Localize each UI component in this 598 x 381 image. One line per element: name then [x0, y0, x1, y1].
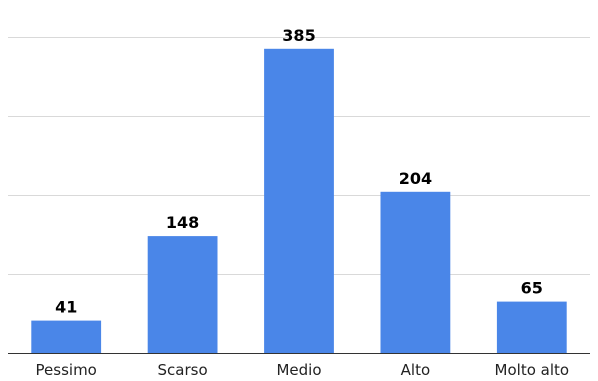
x-tick-layer: Pessimo Scarso Medio Alto Molto alto — [36, 361, 570, 379]
data-label-layer: 41 148 385 204 65 — [55, 26, 543, 317]
bar-alto — [380, 191, 451, 353]
data-label-alto: 204 — [399, 169, 432, 188]
bar-scarso — [147, 236, 218, 353]
x-tick-label-pessimo: Pessimo — [36, 361, 97, 379]
data-label-medio: 385 — [282, 26, 315, 45]
x-tick-label-scarso: Scarso — [158, 361, 208, 379]
bar-medio — [264, 48, 334, 354]
x-tick-label-medio: Medio — [276, 361, 321, 379]
x-tick-label-alto: Alto — [401, 361, 431, 379]
bar-molto-alto — [496, 301, 567, 353]
data-label-molto-alto: 65 — [521, 279, 543, 298]
x-tick-label-molto-alto: Molto alto — [495, 361, 570, 379]
data-label-scarso: 148 — [166, 213, 199, 232]
data-label-pessimo: 41 — [55, 298, 77, 317]
bar-pessimo — [31, 320, 102, 353]
bar-layer — [31, 48, 567, 354]
